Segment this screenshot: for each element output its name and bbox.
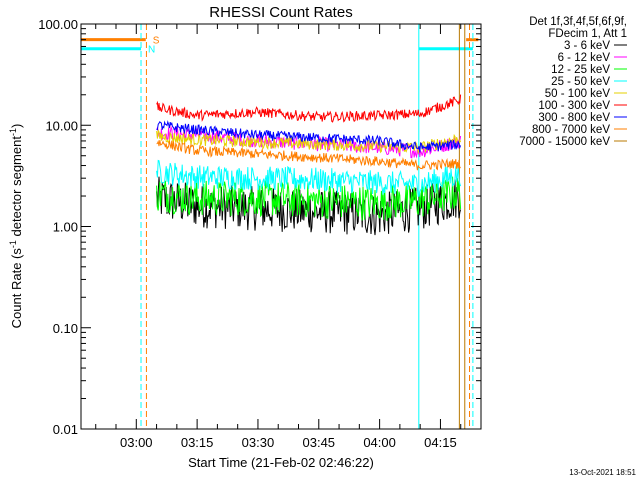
legend-header: FDecim 1, Att 1 [548,28,627,40]
legend-label: 7000 - 15000 keV [519,136,610,148]
x-axis-label: Start Time (21-Feb-02 02:46:22) [188,455,374,470]
y-tick-label: 1.00 [53,220,78,235]
series-line [156,159,462,198]
legend-label: 100 - 300 keV [538,100,610,112]
flag-label-s: S [153,36,160,47]
legend: Det 1f,3f,4f,5f,6f,9f,FDecim 1, Att 13 -… [519,16,627,148]
x-tick-label: 03:45 [303,435,336,450]
y-axis-label: Count Rate (s-1 detector segment-1) [8,124,24,329]
legend-header: Det 1f,3f,4f,5f,6f,9f, [529,16,627,28]
x-tick-label: 03:00 [120,435,153,450]
legend-label: 25 - 50 keV [551,76,610,88]
legend-label: 300 - 800 keV [538,112,610,124]
series-line [156,128,462,155]
series-line [156,139,461,171]
x-tick-label: 03:30 [242,435,275,450]
plot-timestamp: 13-Oct-2021 18:51 [569,468,636,477]
y-tick-label: 0.01 [53,422,78,437]
series-line [156,120,462,153]
legend-label: 6 - 12 keV [558,52,611,64]
y-tick-label: 10.00 [45,118,78,133]
x-axis-ticks: 03:00 03:15 03:30 03:45 04:00 04:15 [95,24,462,450]
x-tick-label: 04:15 [424,435,457,450]
y-tick-label: 100.00 [38,17,78,32]
series-line [156,176,462,221]
legend-label: 3 - 6 keV [564,40,610,52]
legend-label: 800 - 7000 keV [532,124,610,136]
y-tick-label: 0.10 [53,321,78,336]
legend-label: 12 - 25 keV [551,64,610,76]
chart-title: RHESSI Count Rates [209,4,352,21]
flag-label-n: N [148,45,155,56]
marker-lines [140,24,474,429]
y-axis-ticks: 0.01 0.10 1.00 10.00 100.00 [38,17,481,437]
x-tick-label: 04:00 [363,435,396,450]
x-tick-label: 03:15 [181,435,214,450]
series-lines [156,94,462,236]
series-line [156,94,462,123]
legend-label: 50 - 100 keV [545,88,611,100]
